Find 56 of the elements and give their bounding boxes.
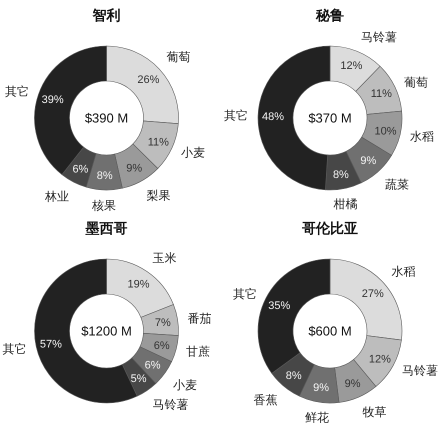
data-label: 48% <box>262 111 284 124</box>
data-label: 12% <box>340 60 363 72</box>
slice-label: 马铃薯 <box>152 397 189 412</box>
data-label: 19% <box>128 278 150 291</box>
data-label: 39% <box>42 94 64 106</box>
data-label: 6% <box>72 164 89 176</box>
slice-label: 梨果 <box>146 188 170 202</box>
text: $600 M <box>308 324 352 339</box>
slice-label: 柑橘 <box>332 197 358 212</box>
slice-label: 葡萄 <box>166 50 191 64</box>
data-label: 7% <box>154 316 171 329</box>
data-label: 35% <box>268 300 290 312</box>
slice-label: 其它 <box>232 286 257 301</box>
chart-title: 智利 <box>92 7 120 23</box>
slice-label: 核果 <box>90 198 116 213</box>
slice-label: 其它 <box>224 108 248 123</box>
data-label: 57% <box>40 338 62 350</box>
data-label: 8% <box>96 170 113 182</box>
data-label: 9% <box>126 162 142 175</box>
slice-label: 马铃薯 <box>360 30 397 44</box>
data-label: 27% <box>362 288 384 300</box>
chart-title: 墨西哥 <box>84 220 128 236</box>
data-label: 5% <box>130 372 147 385</box>
text: $390 M <box>84 110 128 126</box>
data-label: 9% <box>344 378 361 390</box>
slice-label: 其它 <box>2 342 26 356</box>
slice-label: 牧草 <box>362 404 387 419</box>
slice-label: 马铃薯 <box>402 364 438 378</box>
data-label: 6% <box>144 359 161 372</box>
data-label: 10% <box>374 126 397 138</box>
slice-label: 水稻 <box>410 129 434 144</box>
slice-label: 鲜花 <box>305 410 330 425</box>
slice-label: 其它 <box>5 84 30 98</box>
text: $370 M <box>308 110 352 126</box>
chart-title: 秘鲁 <box>315 7 344 23</box>
slice-label: 小麦 <box>172 378 197 392</box>
slice-label: 蔬菜 <box>385 177 410 192</box>
chart-title: 哥伦比亚 <box>301 220 358 236</box>
slice-label: 香蕉 <box>254 392 278 407</box>
data-label: 11% <box>370 88 392 100</box>
slice-label: 玉米 <box>152 250 177 265</box>
data-label: 8% <box>286 370 302 382</box>
slice-label: 甘蔗 <box>186 344 210 359</box>
slice-label: 水稻 <box>392 264 416 279</box>
data-label: 11% <box>148 136 170 149</box>
data-label: 26% <box>137 74 160 86</box>
text: $1200 M <box>81 324 132 339</box>
slice-label: 林业 <box>44 189 69 204</box>
data-label: 12% <box>368 353 392 366</box>
data-label: 6% <box>154 340 170 352</box>
data-label: 8% <box>332 168 350 181</box>
slice-label: 小麦 <box>181 145 206 160</box>
slice-label: 葡萄 <box>404 76 428 90</box>
data-label: 9% <box>313 382 330 394</box>
data-label: 9% <box>360 155 376 168</box>
slice-label: 番茄 <box>187 311 212 326</box>
